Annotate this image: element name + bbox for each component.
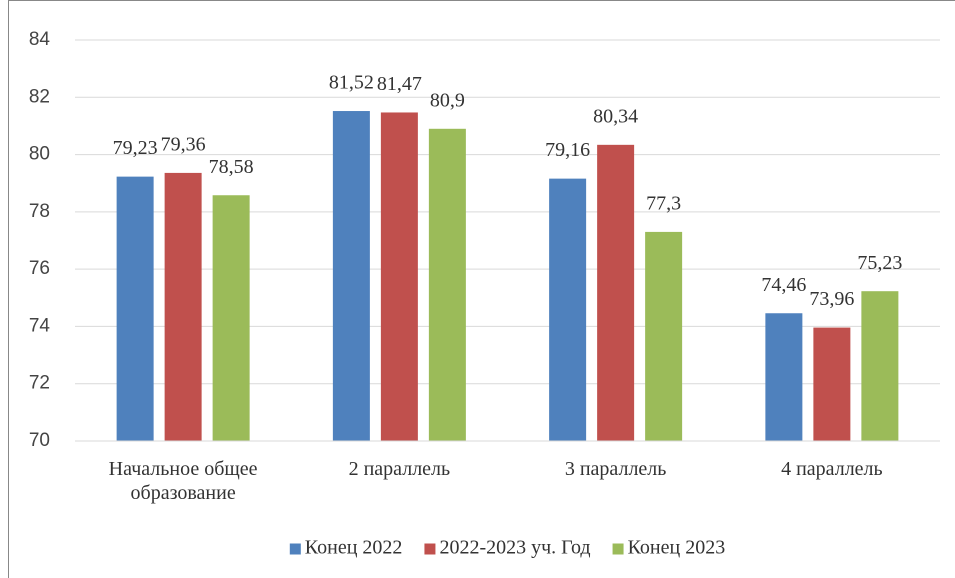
bar	[645, 231, 683, 441]
legend-label: Конец 2023	[628, 537, 726, 559]
data-label: 78,58	[209, 156, 254, 178]
y-tick-label: 72	[29, 373, 50, 394]
y-tick-label: 70	[29, 430, 50, 451]
y-tick-label: 80	[29, 144, 50, 165]
x-tick-label: 4 параллель	[781, 458, 883, 480]
data-label: 80,34	[593, 105, 638, 127]
bar	[380, 112, 418, 441]
legend-swatch	[424, 543, 436, 555]
x-tick-label: Начальное общее образование	[108, 458, 258, 504]
bar	[813, 327, 851, 441]
bar	[332, 111, 370, 441]
legend-label: Конец 2022	[305, 537, 403, 559]
bar	[116, 176, 154, 441]
bar	[428, 128, 466, 442]
data-label: 81,52	[329, 72, 374, 94]
bar	[861, 291, 899, 441]
y-tick-label: 78	[29, 201, 50, 222]
data-label: 79,23	[113, 137, 158, 159]
x-tick-label: 3 параллель	[564, 458, 667, 480]
bar	[164, 172, 202, 441]
y-tick-label: 82	[29, 86, 50, 107]
bar	[549, 178, 587, 442]
data-label: 80,9	[430, 89, 465, 111]
y-tick-label: 76	[29, 258, 50, 279]
bar	[765, 313, 803, 441]
bar	[597, 144, 635, 441]
y-tick-label: 84	[29, 29, 51, 50]
data-label: 79,16	[545, 139, 590, 161]
y-tick-label: 74	[29, 315, 51, 336]
data-label: 79,36	[161, 133, 206, 155]
data-label: 77,3	[646, 193, 681, 215]
data-label: 75,23	[857, 252, 902, 274]
legend-swatch	[612, 543, 624, 555]
data-label: 74,46	[761, 274, 806, 296]
legend-label: 2022-2023 уч. Год	[439, 537, 590, 559]
x-tick-label: 2 параллель	[348, 458, 451, 480]
data-label: 73,96	[809, 288, 854, 310]
legend-swatch	[289, 543, 301, 555]
chart-border	[8, 0, 955, 578]
bar	[212, 195, 250, 441]
data-label: 81,47	[377, 73, 422, 95]
